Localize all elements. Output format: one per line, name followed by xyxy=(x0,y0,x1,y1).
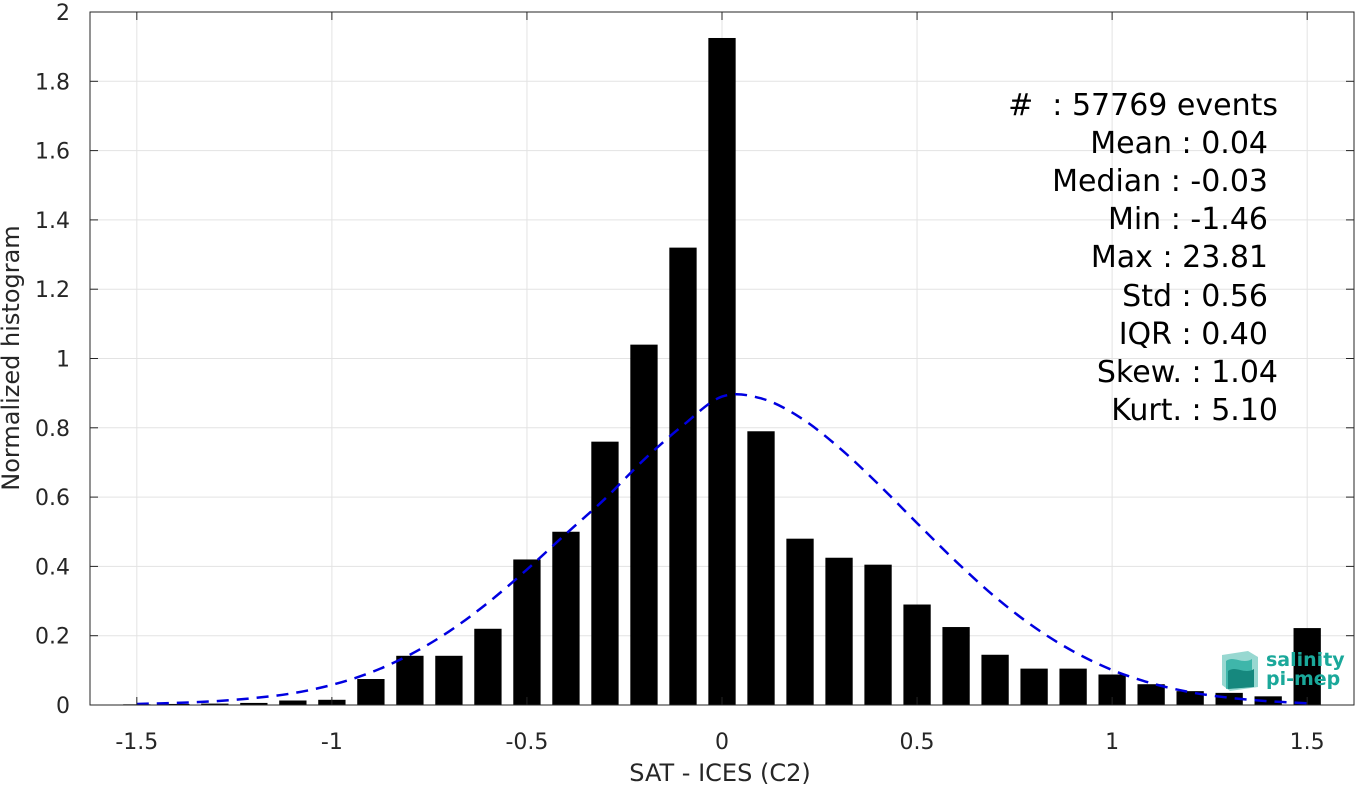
histogram-bar xyxy=(981,654,1009,705)
histogram-bar xyxy=(240,702,268,705)
histogram-bar xyxy=(903,604,931,705)
histogram-bar xyxy=(591,441,619,705)
y-tick-label: 0.8 xyxy=(35,417,70,442)
y-tick-label: 0.6 xyxy=(35,486,70,511)
y-axis-ticks: 0 0.2 0.4 0.6 0.8 1 1.2 1.4 1.6 1.8 2 xyxy=(35,1,1354,719)
logo-line1: salinity xyxy=(1266,649,1345,671)
stat-kurt: Kurt. : 5.10 xyxy=(1111,393,1278,428)
wave-logo-icon xyxy=(1222,651,1258,691)
histogram-bars xyxy=(123,37,1321,706)
histogram-bar xyxy=(708,37,736,706)
y-tick-label: 1.6 xyxy=(35,140,70,165)
y-tick-label: 1.8 xyxy=(35,70,70,95)
histogram-bar xyxy=(1137,684,1165,705)
histogram-bar xyxy=(942,627,970,705)
x-tick-label: 0.5 xyxy=(900,730,935,755)
histogram-bar xyxy=(201,703,229,705)
histogram-bar xyxy=(825,557,853,705)
stat-skew: Skew. : 1.04 xyxy=(1096,355,1278,390)
x-tick-label: -0.5 xyxy=(505,730,548,755)
histogram-bar xyxy=(513,559,541,705)
x-tick-label: -1 xyxy=(321,730,343,755)
x-axis-label: SAT - ICES (C2) xyxy=(629,759,810,785)
stat-std: Std : 0.56 xyxy=(1122,279,1268,314)
x-axis-ticks: -1.5 -1 -0.5 0 0.5 1 1.5 xyxy=(115,12,1325,755)
histogram-bar xyxy=(162,703,190,705)
stat-iqr: IQR : 0.40 xyxy=(1118,317,1268,352)
histogram-bar xyxy=(357,679,385,705)
x-tick-label: -1.5 xyxy=(115,730,158,755)
y-tick-label: 0 xyxy=(56,694,70,719)
histogram-bar xyxy=(435,655,463,705)
x-tick-label: 1 xyxy=(1105,730,1119,755)
histogram-bar xyxy=(396,655,424,705)
histogram-bar xyxy=(1020,668,1048,705)
normal-fit-curve xyxy=(136,393,1308,706)
y-tick-label: 2 xyxy=(56,1,70,26)
histogram-bar xyxy=(1293,628,1321,705)
stat-events: # : 57769 events xyxy=(1008,88,1278,123)
y-tick-label: 1.4 xyxy=(35,209,70,234)
histogram-bar xyxy=(747,431,775,705)
histogram-bar xyxy=(1059,668,1087,705)
histogram-bar xyxy=(1254,696,1282,705)
histogram-bar xyxy=(669,247,697,705)
histogram-bar xyxy=(279,700,307,705)
stat-mean: Mean : 0.04 xyxy=(1090,126,1268,161)
y-tick-label: 1 xyxy=(56,348,70,373)
stat-min: Min : -1.46 xyxy=(1107,202,1268,237)
logo-line2: pi-mep xyxy=(1266,668,1341,690)
y-tick-label: 0.2 xyxy=(35,625,70,650)
histogram-bar xyxy=(474,628,502,705)
histogram-bar xyxy=(786,538,814,705)
histogram-bar xyxy=(630,344,658,705)
x-tick-label: 1.5 xyxy=(1290,730,1325,755)
stat-median: Median : -0.03 xyxy=(1052,164,1268,199)
histogram-bar xyxy=(552,531,580,705)
y-axis-label: Normalized histogram xyxy=(0,225,25,490)
histogram-bar xyxy=(864,564,892,705)
y-tick-label: 1.2 xyxy=(35,278,70,303)
y-tick-label: 0.4 xyxy=(35,555,70,580)
stat-max: Max : 23.81 xyxy=(1090,240,1268,275)
x-tick-label: 0 xyxy=(715,730,729,755)
